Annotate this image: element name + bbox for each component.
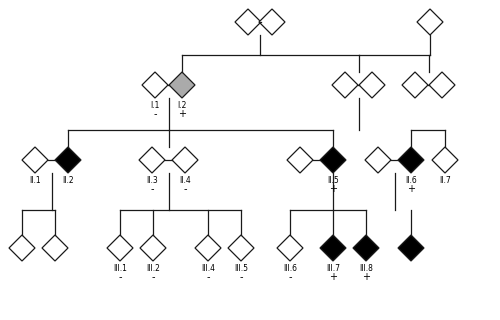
Polygon shape	[332, 72, 358, 98]
Text: II.4: II.4	[179, 176, 191, 185]
Polygon shape	[107, 235, 133, 261]
Text: III.8: III.8	[359, 264, 373, 273]
Text: -: -	[150, 184, 154, 194]
Text: III.7: III.7	[326, 264, 340, 273]
Text: +: +	[362, 272, 370, 282]
Polygon shape	[353, 235, 379, 261]
Text: -: -	[240, 272, 243, 282]
Text: -: -	[206, 272, 210, 282]
Polygon shape	[228, 235, 254, 261]
Polygon shape	[172, 147, 198, 173]
Text: -: -	[183, 184, 187, 194]
Polygon shape	[195, 235, 221, 261]
Polygon shape	[417, 9, 443, 35]
Polygon shape	[42, 235, 68, 261]
Text: -: -	[151, 272, 155, 282]
Polygon shape	[169, 72, 195, 98]
Text: III.6: III.6	[283, 264, 297, 273]
Polygon shape	[259, 9, 285, 35]
Polygon shape	[432, 147, 458, 173]
Polygon shape	[287, 147, 313, 173]
Text: I.2: I.2	[178, 101, 186, 110]
Text: +: +	[329, 184, 337, 194]
Polygon shape	[140, 235, 166, 261]
Text: II.7: II.7	[439, 176, 451, 185]
Text: II.6: II.6	[405, 176, 417, 185]
Polygon shape	[277, 235, 303, 261]
Polygon shape	[429, 72, 455, 98]
Text: III.4: III.4	[201, 264, 215, 273]
Polygon shape	[320, 147, 346, 173]
Text: +: +	[329, 272, 337, 282]
Text: III.1: III.1	[113, 264, 127, 273]
Polygon shape	[402, 72, 428, 98]
Polygon shape	[398, 235, 424, 261]
Text: III.2: III.2	[146, 264, 160, 273]
Text: II.3: II.3	[146, 176, 158, 185]
Text: III.5: III.5	[234, 264, 248, 273]
Text: I.1: I.1	[150, 101, 160, 110]
Text: II.2: II.2	[62, 176, 74, 185]
Polygon shape	[22, 147, 48, 173]
Text: II.5: II.5	[327, 176, 339, 185]
Text: -: -	[153, 109, 157, 119]
Polygon shape	[320, 235, 346, 261]
Text: +: +	[407, 184, 415, 194]
Polygon shape	[365, 147, 391, 173]
Text: -: -	[288, 272, 292, 282]
Polygon shape	[142, 72, 168, 98]
Polygon shape	[398, 147, 424, 173]
Text: II.1: II.1	[29, 176, 41, 185]
Text: +: +	[178, 109, 186, 119]
Polygon shape	[9, 235, 35, 261]
Polygon shape	[359, 72, 385, 98]
Polygon shape	[55, 147, 81, 173]
Polygon shape	[235, 9, 261, 35]
Text: -: -	[118, 272, 122, 282]
Polygon shape	[139, 147, 165, 173]
